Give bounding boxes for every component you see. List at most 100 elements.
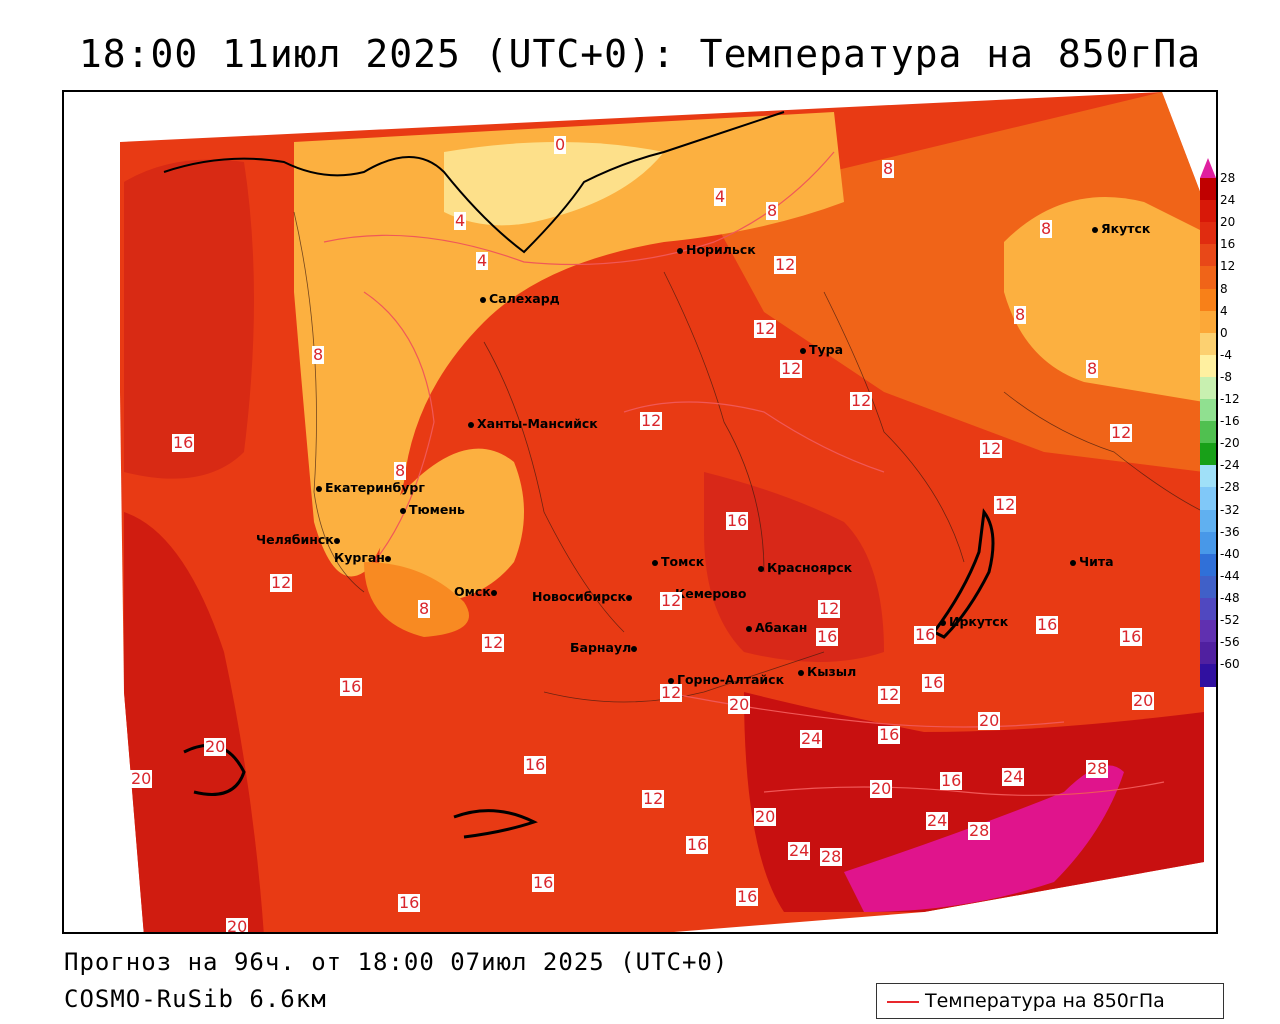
colorbar-swatch xyxy=(1200,200,1216,223)
contour-label: 16 xyxy=(524,755,547,774)
colorbar-tick-label: 28 xyxy=(1220,171,1236,185)
colorbar-tick-label: -40 xyxy=(1220,546,1240,561)
city-name: Чита xyxy=(1079,554,1114,569)
contour-label: 12 xyxy=(780,359,803,378)
contour-label: 16 xyxy=(532,873,555,892)
city-marker: Норильск xyxy=(677,242,756,257)
contour-label: 16 xyxy=(398,893,421,912)
city-name: Екатеринбург xyxy=(325,480,425,495)
city-name: Абакан xyxy=(755,620,808,635)
contour-label: 4 xyxy=(454,211,467,230)
city-dot xyxy=(468,421,474,428)
contour-label: 16 xyxy=(686,835,709,854)
contour-label: 24 xyxy=(1002,767,1025,786)
colorbar-swatch xyxy=(1200,575,1216,599)
contour-label: 16 xyxy=(816,627,839,646)
colorbar-tick-label: -12 xyxy=(1220,392,1240,406)
contour-label: 20 xyxy=(1132,691,1155,710)
city-marker: Чита xyxy=(1070,554,1114,569)
contour-label: 8 xyxy=(394,461,407,480)
colorbar-swatch xyxy=(1200,310,1216,334)
legend-line-swatch xyxy=(887,1001,919,1003)
city-dot xyxy=(626,594,633,601)
colorbar-tick-label: -44 xyxy=(1220,568,1240,583)
forecast-info: Прогноз на 96ч. от 18:00 07июл 2025 (UTC… xyxy=(64,948,729,976)
contour-label: 12 xyxy=(270,573,293,592)
city-dot xyxy=(800,347,806,354)
city-marker: Иркутск xyxy=(940,614,1008,629)
colorbar-tick-label: 0 xyxy=(1220,325,1228,340)
city-name: Омск xyxy=(454,584,491,599)
city-marker: Якутск xyxy=(1092,221,1150,236)
city-name: Барнаул xyxy=(570,640,632,655)
colorbar-swatch xyxy=(1200,332,1216,356)
colorbar-top-arrow xyxy=(1200,158,1216,178)
arctic-coastline xyxy=(163,111,785,254)
colorbar-tick-label: -60 xyxy=(1220,657,1240,672)
city-dot xyxy=(677,247,683,254)
contour-label: 20 xyxy=(130,769,153,788)
contour-label: 20 xyxy=(978,711,1001,730)
map-legend: Температура на 850гПа xyxy=(876,983,1224,1019)
colorbar-swatch xyxy=(1200,178,1216,201)
colorbar-swatch xyxy=(1200,465,1216,488)
colorbar-swatch xyxy=(1200,531,1216,555)
contour-label: 16 xyxy=(736,887,759,906)
colorbar-tick-label: -20 xyxy=(1220,436,1240,451)
city-name: Иркутск xyxy=(949,614,1009,629)
city-dot xyxy=(1070,559,1076,566)
colorbar-swatch xyxy=(1200,376,1216,400)
contour-label: 20 xyxy=(204,737,227,756)
colorbar-tick-label: -32 xyxy=(1220,502,1240,517)
south-hot-region xyxy=(744,692,1204,912)
colorbar-swatch xyxy=(1200,399,1216,422)
colorbar-swatch xyxy=(1200,597,1216,621)
contour-label: 12 xyxy=(640,411,663,430)
colorbar-tick-label: 16 xyxy=(1220,237,1236,252)
city-name: Красноярск xyxy=(767,560,853,575)
city-dot xyxy=(652,559,658,566)
city-name: Кемерово xyxy=(675,586,747,601)
city-marker: Курган xyxy=(334,550,394,565)
colorbar-tick-label: -28 xyxy=(1220,480,1240,495)
city-dot xyxy=(316,485,322,492)
temperature-map: Норильск Якутск Салехард Тура Ханты-Манс… xyxy=(62,90,1218,934)
contour-label: 16 xyxy=(878,725,901,744)
colorbar-swatch xyxy=(1200,509,1216,533)
city-marker: Екатеринбург xyxy=(316,480,425,495)
city-marker: Красноярск xyxy=(758,560,852,575)
contour-label: 16 xyxy=(172,433,195,452)
city-marker: Барнаул xyxy=(570,640,640,655)
colorbar-swatch xyxy=(1200,354,1216,378)
city-name: Томск xyxy=(661,554,705,569)
colorbar-swatch xyxy=(1200,664,1216,687)
contour-label: 8 xyxy=(882,159,895,178)
west-warm-region xyxy=(124,159,254,479)
colorbar-swatch xyxy=(1200,553,1216,577)
contour-label: 16 xyxy=(1036,615,1059,634)
contour-label: 8 xyxy=(418,599,431,618)
contour-label: 12 xyxy=(660,591,683,610)
city-marker: Горно-Алтайск xyxy=(668,672,784,687)
city-dot xyxy=(668,677,674,684)
city-name: Салехард xyxy=(489,291,560,306)
map-canvas xyxy=(120,92,1205,932)
nw-cool-tongue xyxy=(294,112,844,577)
colorbar-tick-label: -16 xyxy=(1220,414,1240,429)
colorbar-tick-label: -56 xyxy=(1220,635,1240,650)
contour-label: 20 xyxy=(754,807,777,826)
isotherms xyxy=(323,151,1165,796)
city-dot xyxy=(480,296,486,303)
city-name: Норильск xyxy=(686,242,756,257)
contour-label: 24 xyxy=(788,841,811,860)
city-name: Якутск xyxy=(1101,221,1151,236)
colorbar-tick-label: 24 xyxy=(1220,193,1236,208)
colorbar-swatch xyxy=(1200,222,1216,245)
colorbar-tick-label: -48 xyxy=(1220,590,1240,605)
city-marker: Тура xyxy=(800,342,843,357)
contour-label: 16 xyxy=(940,771,963,790)
contour-label: 12 xyxy=(850,391,873,410)
admin-borders xyxy=(293,211,1205,703)
map-title: 18:00 11июл 2025 (UTC+0): Температура на… xyxy=(78,32,1202,76)
city-marker: Новосибирск xyxy=(532,589,635,604)
